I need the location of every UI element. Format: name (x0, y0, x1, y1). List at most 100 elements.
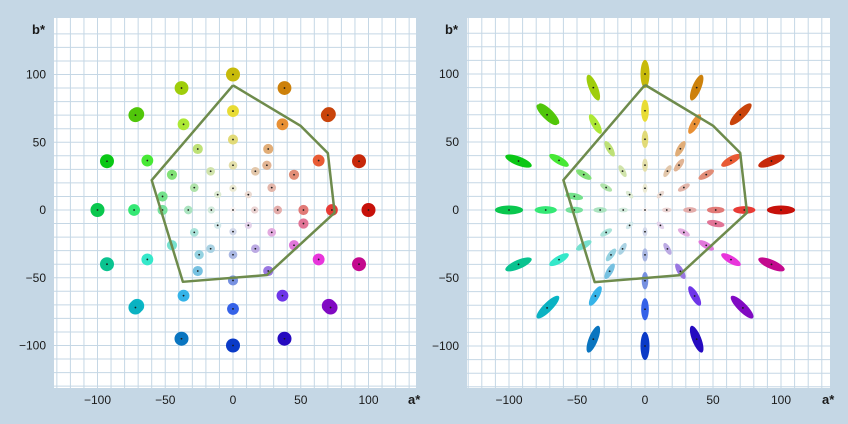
sample-center-dot (599, 209, 602, 211)
sample-center-dot (254, 170, 257, 173)
sample-center-dot (770, 160, 773, 162)
sample-center-dot (608, 147, 611, 150)
sample-center-dot (106, 160, 108, 163)
x-tick-label: 0 (642, 393, 649, 407)
sample-center-dot (267, 148, 270, 150)
sample-center-dot (546, 307, 548, 309)
y-tick-label: 100 (26, 68, 46, 82)
sample-center-dot (678, 164, 680, 167)
sample-center-dot (232, 230, 234, 233)
sample-center-dot (688, 209, 691, 211)
sample-center-dot (695, 338, 698, 341)
sample-center-dot (644, 73, 646, 75)
sample-center-dot (644, 308, 646, 311)
sample-center-dot (358, 263, 360, 266)
sample-center-dot (281, 123, 284, 126)
sample-center-dot (679, 270, 682, 273)
sample-center-dot (621, 247, 624, 250)
sample-center-dot (644, 230, 646, 233)
sample-center-dot (594, 123, 597, 125)
sample-center-dot (106, 263, 108, 266)
sample-center-dot (216, 224, 219, 227)
sample-center-dot (302, 209, 305, 211)
x-tick-label: 100 (771, 393, 791, 407)
sample-center-dot (659, 224, 662, 227)
sample-center-dot (573, 195, 576, 198)
sample-center-dot (582, 173, 585, 176)
x-axis-label-left: a* (408, 392, 421, 407)
sample-center-dot (267, 270, 270, 272)
sample-center-dot (265, 164, 268, 167)
sample-center-dot (644, 164, 646, 167)
sample-center-dot (592, 86, 595, 89)
sample-center-dot (171, 173, 173, 176)
sample-center-dot (546, 113, 548, 116)
sample-center-dot (283, 337, 286, 340)
sample-center-dot (508, 209, 510, 211)
sample-center-dot (693, 123, 696, 125)
sample-center-dot (621, 170, 624, 173)
sample-center-dot (293, 244, 295, 247)
sample-center-dot (666, 170, 669, 173)
sample-center-dot (193, 186, 196, 189)
sample-center-dot (730, 258, 732, 261)
sample-center-dot (317, 258, 320, 261)
sample-center-dot (628, 224, 631, 227)
sample-center-dot (134, 114, 137, 117)
sample-center-dot (682, 186, 685, 189)
sample-center-dot (705, 244, 708, 247)
sample-center-dot (232, 110, 234, 112)
x-tick-label: 100 (358, 393, 378, 407)
sample-center-dot (193, 231, 196, 234)
sample-center-dot (247, 224, 250, 227)
sample-center-dot (253, 209, 256, 211)
sample-center-dot (209, 170, 212, 173)
sample-center-dot (558, 258, 560, 261)
tick-labels-left: −100 −50 0 50 100 100 50 0 −50 −100 (19, 68, 379, 408)
y-tick-label: 50 (446, 135, 460, 149)
sample-center-dot (622, 209, 625, 211)
sample-center-dot (302, 222, 305, 225)
panel-left-circles: −100 −50 0 50 100 100 50 0 −50 −100 b* a* (19, 18, 421, 407)
sample-center-dot (232, 279, 234, 282)
sample-center-dot (610, 253, 612, 256)
sample-center-dot (682, 231, 685, 234)
sample-center-dot (329, 306, 332, 309)
sample-center-dot (96, 209, 99, 211)
sample-center-dot (592, 338, 595, 341)
sample-center-dot (644, 279, 646, 282)
y-tick-label: −50 (439, 271, 460, 285)
sample-center-dot (644, 253, 646, 256)
y-tick-label: 0 (452, 203, 459, 217)
sample-center-dot (196, 270, 199, 272)
sample-center-dot (331, 209, 333, 211)
gamut-polygon-right (562, 83, 749, 284)
sample-center-dot (281, 294, 284, 297)
sample-center-dot (714, 209, 717, 211)
sample-center-dot (134, 306, 137, 309)
sample-center-dot (293, 173, 295, 176)
sample-center-dot (317, 159, 320, 162)
y-tick-label: 0 (39, 203, 46, 217)
y-tick-label: −100 (19, 339, 46, 353)
tick-labels-right: −100 −50 0 50 100 100 50 0 −50 −100 (432, 67, 791, 407)
y-axis-label-right: b* (445, 22, 459, 37)
sample-center-dot (695, 86, 698, 89)
grid-right (467, 18, 830, 388)
sample-center-dot (187, 209, 190, 211)
sample-center-dot (232, 253, 234, 256)
y-axis-label-left: b* (32, 22, 46, 37)
sample-center-dot (182, 294, 185, 297)
y-tick-label: −50 (26, 271, 47, 285)
sample-center-dot (517, 160, 520, 162)
sample-center-dot (146, 159, 149, 162)
x-tick-label: −50 (567, 393, 588, 407)
x-tick-label: 50 (294, 393, 308, 407)
sample-center-dot (666, 247, 669, 250)
sample-center-dot (780, 209, 782, 211)
y-tick-label: 100 (439, 67, 459, 81)
sample-center-dot (770, 263, 773, 266)
sample-center-dot (232, 344, 234, 347)
panel-right-ellipses: −100 −50 0 50 100 100 50 0 −50 −100 b* a* (432, 18, 835, 407)
